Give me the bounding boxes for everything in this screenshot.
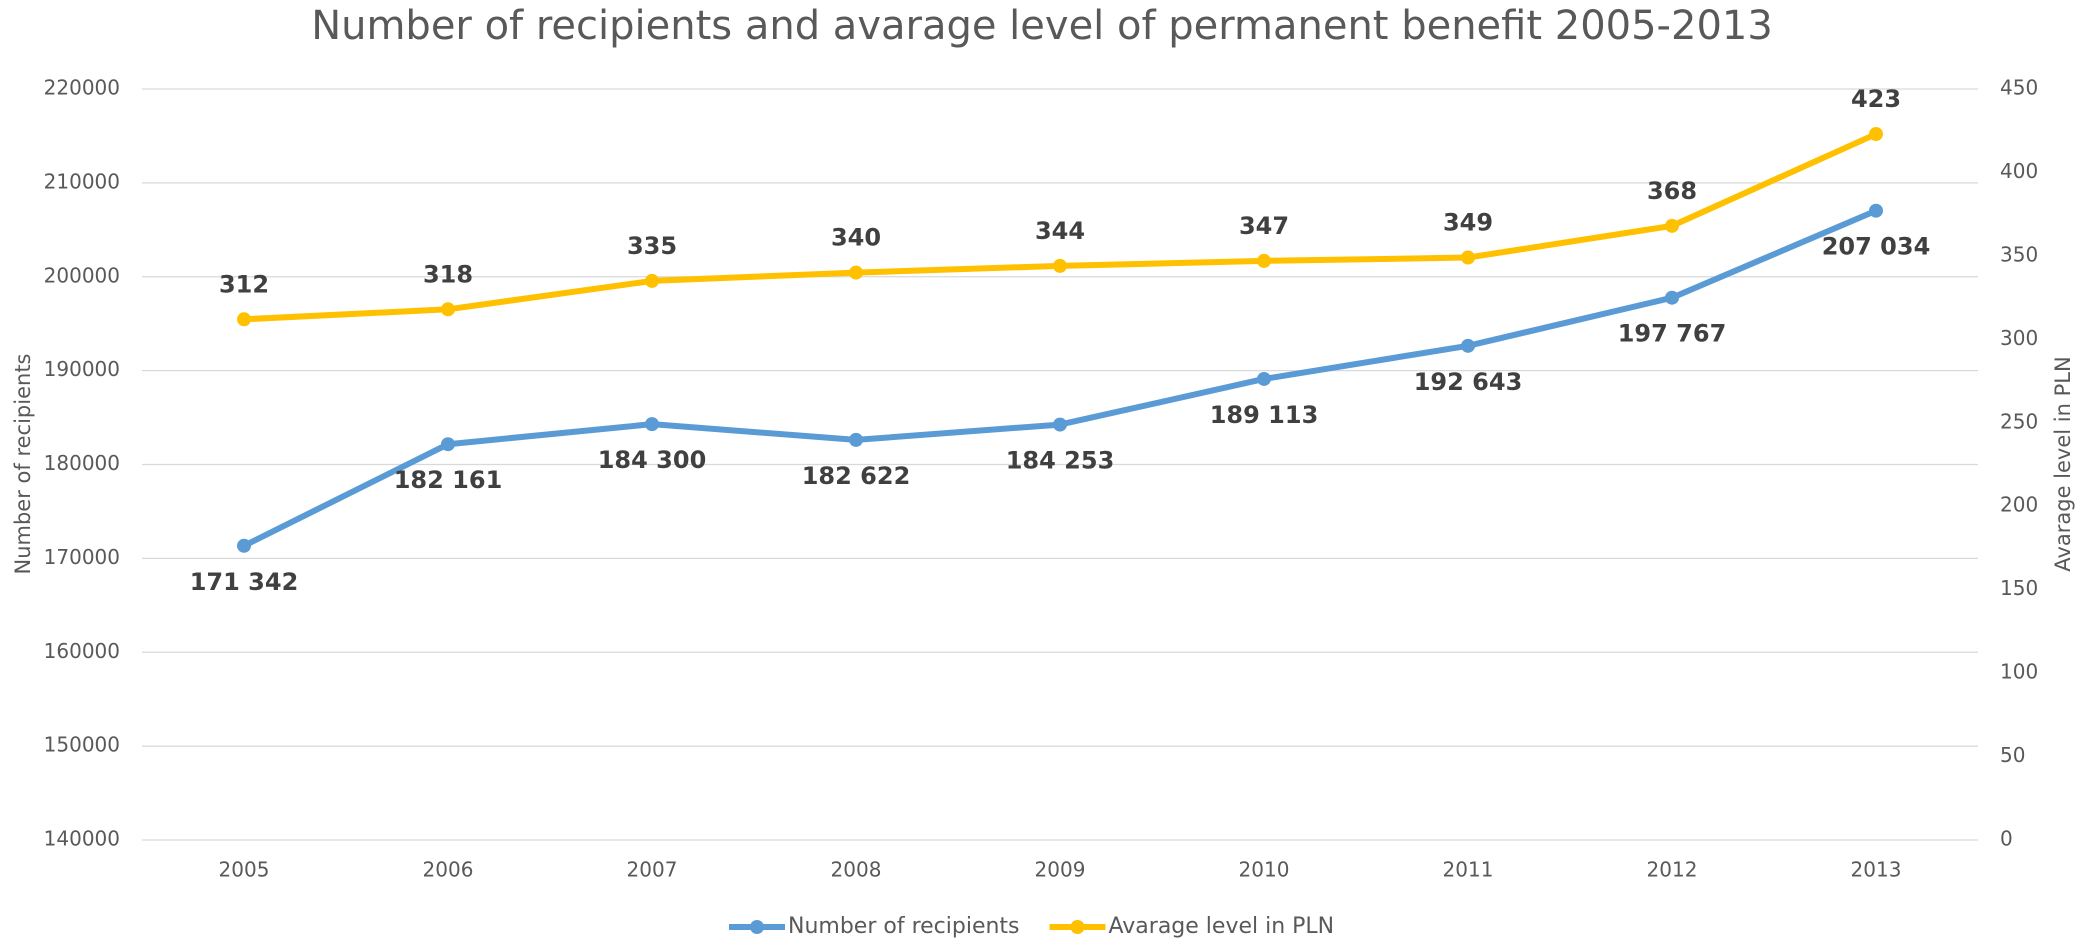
data-point — [1461, 338, 1475, 353]
y-axis-title: Number of recipients — [11, 354, 35, 575]
data-point — [849, 432, 863, 447]
data-label: 189 113 — [1210, 401, 1319, 429]
x-tick-label: 2005 — [219, 858, 270, 882]
x-tick-label: 2007 — [627, 858, 678, 882]
chart-title: Number of recipients and avarage level o… — [311, 3, 1773, 49]
y-tick-label: 180000 — [44, 451, 120, 475]
y-tick-label: 170000 — [44, 545, 120, 569]
legend-label: Avarage level in PLN — [1109, 914, 1335, 939]
y-tick-label: 200000 — [44, 263, 120, 287]
data-point — [1053, 258, 1067, 273]
y2-tick-label: 450 — [2000, 76, 2038, 100]
data-label: 340 — [831, 224, 881, 252]
data-label: 207 034 — [1822, 233, 1931, 261]
data-point — [1665, 290, 1679, 305]
data-point — [1665, 218, 1679, 233]
x-tick-label: 2008 — [831, 858, 882, 882]
x-tick-label: 2006 — [423, 858, 474, 882]
y-tick-label: 140000 — [44, 827, 120, 851]
y2-axis-title: Avarage level in PLN — [2051, 356, 2075, 571]
data-label: 368 — [1647, 177, 1697, 205]
data-label: 318 — [423, 260, 473, 288]
y2-tick-label: 100 — [2000, 660, 2038, 684]
y-tick-label: 220000 — [44, 76, 120, 100]
data-point — [1053, 417, 1067, 432]
data-point — [1461, 250, 1475, 265]
y2-tick-label: 400 — [2000, 159, 2038, 183]
y-tick-label: 190000 — [44, 357, 120, 381]
y2-tick-label: 200 — [2000, 493, 2038, 517]
data-point — [1869, 203, 1883, 218]
data-label: 344 — [1035, 217, 1085, 245]
x-tick-label: 2012 — [1647, 858, 1698, 882]
data-point — [1257, 253, 1271, 268]
data-label: 182 161 — [394, 466, 503, 494]
data-point — [849, 265, 863, 280]
y2-tick-label: 350 — [2000, 242, 2038, 266]
data-point — [441, 437, 455, 452]
x-tick-label: 2010 — [1239, 858, 1290, 882]
data-label: 184 300 — [598, 446, 707, 474]
data-label: 349 — [1443, 209, 1493, 237]
data-label: 192 643 — [1414, 368, 1523, 396]
y2-tick-label: 250 — [2000, 409, 2038, 433]
data-point — [441, 302, 455, 317]
y-tick-label: 160000 — [44, 639, 120, 663]
data-label: 312 — [219, 270, 269, 298]
data-point — [237, 312, 251, 327]
data-label: 171 342 — [190, 568, 299, 596]
data-label: 184 253 — [1006, 447, 1115, 475]
y2-tick-label: 300 — [2000, 326, 2038, 350]
data-label: 347 — [1239, 212, 1289, 240]
data-point — [237, 538, 251, 553]
data-label: 335 — [627, 232, 677, 260]
legend-marker — [1070, 920, 1085, 934]
data-point — [645, 273, 659, 288]
y2-tick-label: 50 — [2000, 743, 2025, 767]
data-label: 182 622 — [802, 462, 911, 490]
x-tick-label: 2013 — [1851, 858, 1902, 882]
y2-tick-label: 0 — [2000, 827, 2013, 851]
x-tick-label: 2009 — [1035, 858, 1086, 882]
data-point — [645, 417, 659, 432]
data-label: 423 — [1851, 85, 1901, 113]
data-label: 197 767 — [1618, 320, 1727, 348]
data-point — [1257, 371, 1271, 386]
x-tick-label: 2011 — [1443, 858, 1494, 882]
legend-marker — [750, 920, 764, 934]
y-tick-label: 150000 — [44, 733, 120, 757]
legend-label: Number of recipients — [788, 914, 1020, 939]
y2-tick-label: 150 — [2000, 576, 2038, 600]
data-point — [1869, 127, 1883, 142]
y-tick-label: 210000 — [44, 169, 120, 193]
